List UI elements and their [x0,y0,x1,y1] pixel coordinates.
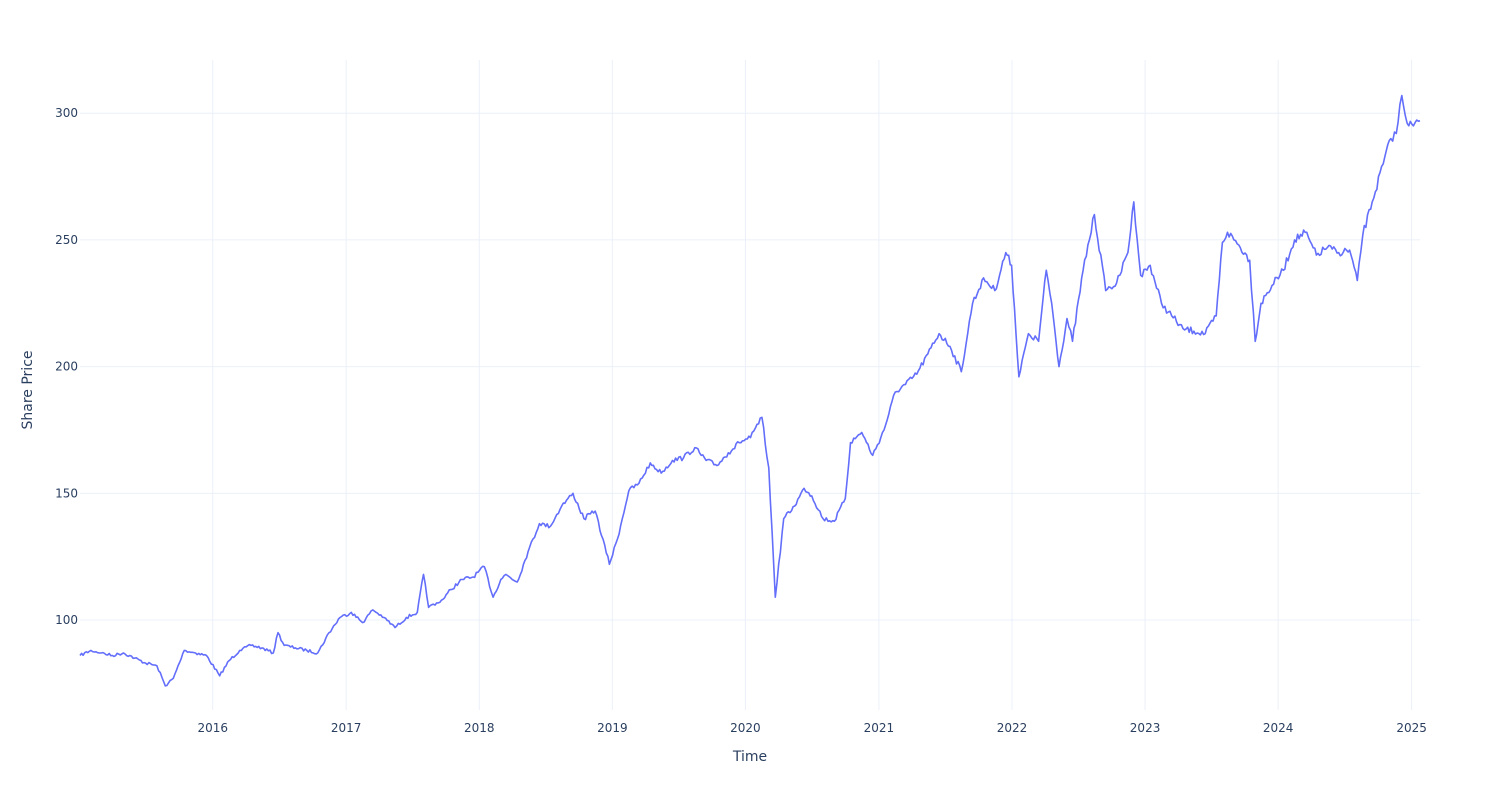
x-tick-label: 2020 [730,721,761,735]
x-tick-label: 2016 [197,721,228,735]
y-axis-title: Share Price [20,350,36,429]
y-tick-label: 150 [55,486,78,500]
x-tick-label: 2017 [331,721,362,735]
x-tick-label: 2023 [1130,721,1161,735]
x-gridlines [212,60,1413,710]
x-tick-label: 2025 [1396,721,1427,735]
y-tick-label: 300 [55,106,78,120]
x-axis-ticks: 2016 2017 2018 2019 2020 2021 2022 2023 2024 2025 [197,721,1426,735]
y-gridlines [80,112,1420,621]
x-tick-label: 2018 [464,721,495,735]
x-tick-label: 2022 [997,721,1028,735]
x-tick-label: 2021 [864,721,895,735]
plot-area [79,94,1421,687]
x-axis-title: Time [732,749,767,765]
y-tick-label: 100 [55,613,78,627]
x-tick-label: 2019 [597,721,628,735]
y-tick-label: 250 [55,233,78,247]
price-series-line [79,94,1421,687]
x-tick-label: 2024 [1263,721,1294,735]
y-axis-ticks: 100 150 200 250 300 [55,106,78,627]
y-tick-label: 200 [55,360,78,374]
